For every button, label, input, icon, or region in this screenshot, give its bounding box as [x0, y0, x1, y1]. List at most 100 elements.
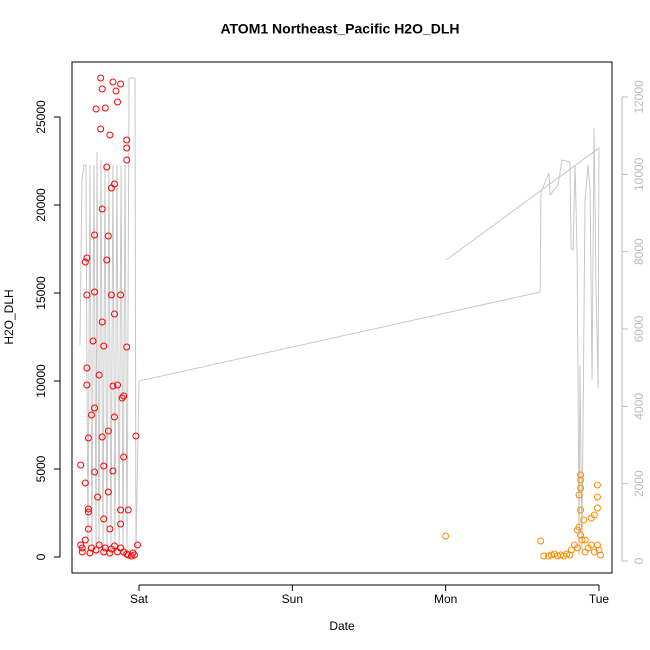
- plot-box: [71, 61, 613, 574]
- data-point: [84, 525, 92, 533]
- data-point: [87, 544, 95, 552]
- data-point: [537, 537, 545, 545]
- data-point: [595, 546, 603, 554]
- data-point: [577, 471, 585, 479]
- data-point: [91, 288, 99, 296]
- data-point: [593, 504, 601, 512]
- data-point: [580, 516, 588, 524]
- data-point: [100, 548, 108, 556]
- data-point: [581, 548, 589, 556]
- data-point: [117, 506, 125, 514]
- data-point: [593, 541, 601, 549]
- data-point: [133, 541, 141, 549]
- data-point: [83, 381, 91, 389]
- data-point: [120, 392, 128, 400]
- data-point: [567, 546, 575, 554]
- data-point: [100, 515, 108, 523]
- data-point: [563, 550, 571, 558]
- data-point: [129, 549, 137, 557]
- data-point: [98, 433, 106, 441]
- data-point: [87, 411, 95, 419]
- data-point: [577, 484, 585, 492]
- x-axis-label: Date: [329, 619, 355, 633]
- data-point: [84, 434, 92, 442]
- data-point: [110, 542, 118, 550]
- data-point: [97, 74, 105, 82]
- y2-tick-label: 6000: [632, 315, 646, 342]
- data-point: [442, 532, 450, 540]
- data-point: [117, 520, 125, 528]
- y2-tick-label: 0: [632, 557, 646, 564]
- data-point: [117, 291, 125, 299]
- data-point: [593, 493, 601, 501]
- y-tick-label: 20000: [34, 188, 48, 222]
- y-tick-label: 25000: [34, 100, 48, 134]
- data-point: [104, 488, 112, 496]
- data-point: [91, 468, 99, 476]
- data-point: [574, 544, 582, 552]
- data-point: [89, 337, 97, 345]
- data-point: [123, 156, 131, 164]
- data-point: [103, 256, 111, 264]
- data-point: [123, 343, 131, 351]
- data-point: [581, 536, 589, 544]
- data-point: [101, 104, 109, 112]
- data-point: [103, 163, 111, 171]
- y-tick-label: 15000: [34, 276, 48, 310]
- data-point: [540, 552, 548, 560]
- data-point: [123, 144, 131, 152]
- x-tick-label: Mon: [434, 592, 457, 606]
- data-point: [112, 87, 120, 95]
- data-point: [84, 505, 92, 513]
- data-point: [110, 413, 118, 421]
- x-tick-label: Tue: [589, 592, 610, 606]
- data-point: [78, 548, 86, 556]
- data-point: [81, 536, 89, 544]
- data-point: [575, 491, 583, 499]
- data-point: [78, 544, 86, 552]
- data-point: [106, 549, 114, 557]
- y2-tick-label: 4000: [632, 393, 646, 420]
- data-point: [574, 526, 582, 534]
- data-point: [593, 481, 601, 489]
- data-point: [106, 525, 114, 533]
- y2-tick-label: 2000: [632, 470, 646, 497]
- data-point: [77, 461, 85, 469]
- data-point: [120, 453, 128, 461]
- y2-tick-label: 12000: [632, 80, 646, 114]
- y-tick-label: 10000: [34, 364, 48, 398]
- data-point: [106, 131, 114, 139]
- data-line: [79, 77, 600, 556]
- y-tick-label: 5000: [34, 455, 48, 482]
- data-point: [81, 258, 89, 266]
- data-point: [91, 231, 99, 239]
- data-point: [123, 136, 131, 144]
- y2-tick-label: 10000: [632, 157, 646, 191]
- data-point: [590, 511, 598, 519]
- data-point: [91, 404, 99, 412]
- data-point: [100, 342, 108, 350]
- data-point: [95, 371, 103, 379]
- data-point: [81, 479, 89, 487]
- data-point: [566, 551, 574, 559]
- data-point: [98, 205, 106, 213]
- data-point: [104, 427, 112, 435]
- data-point: [577, 476, 585, 484]
- data-point: [109, 382, 117, 390]
- data-point: [109, 78, 117, 86]
- data-point: [110, 180, 118, 188]
- y-tick-label: 0: [34, 553, 48, 560]
- data-point: [104, 232, 112, 240]
- data-point: [107, 291, 115, 299]
- data-point: [544, 552, 552, 560]
- data-point: [83, 291, 91, 299]
- data-point: [92, 105, 100, 113]
- data-point: [118, 394, 126, 402]
- data-point: [590, 548, 598, 556]
- data-point: [577, 506, 585, 514]
- data-point: [98, 318, 106, 326]
- x-tick-label: Sat: [130, 592, 149, 606]
- y2-tick-label: 8000: [632, 238, 646, 265]
- data-point: [109, 467, 117, 475]
